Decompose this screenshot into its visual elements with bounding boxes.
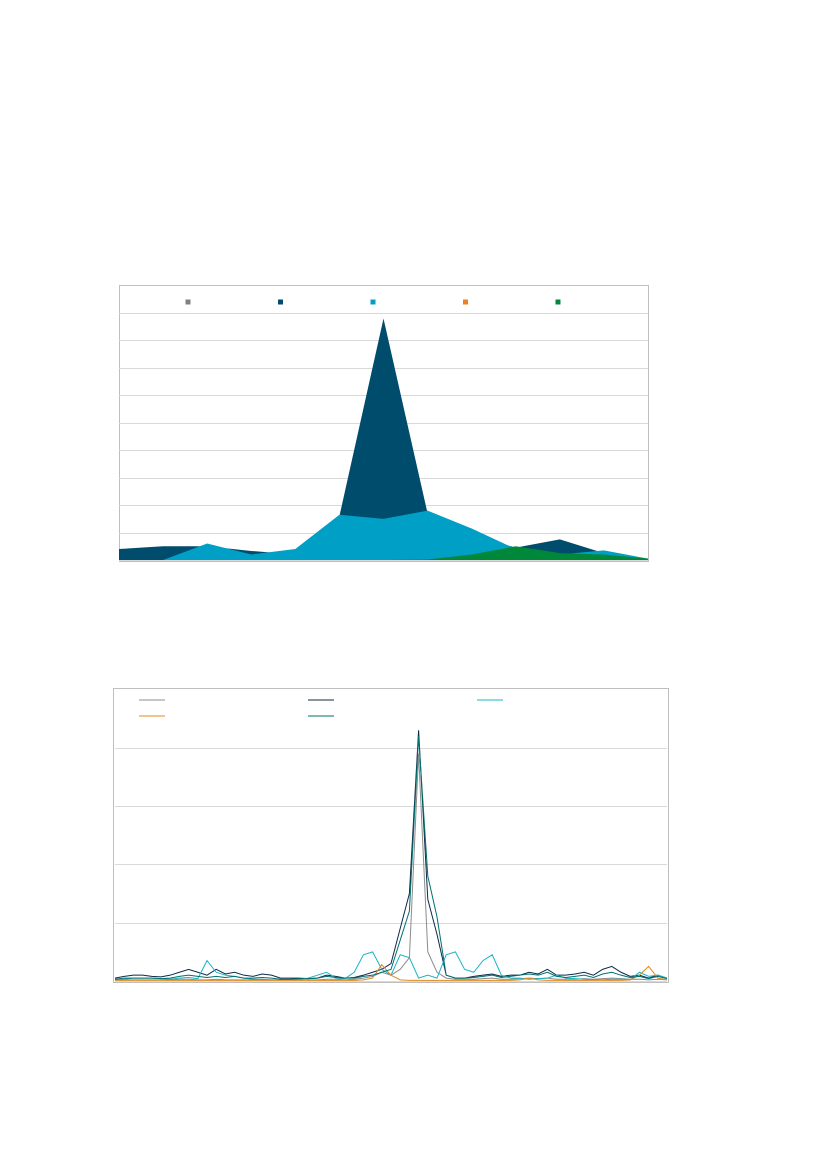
legend-swatch [370,299,376,305]
line [115,963,668,981]
area [119,510,648,560]
area [119,318,648,560]
area [119,546,648,560]
legend-swatch [555,299,561,305]
legend-swatch [463,299,468,305]
chart-frame [113,688,669,983]
legend-swatch [185,299,191,305]
legend-swatch [278,299,283,305]
line [114,736,668,980]
line [114,730,668,980]
